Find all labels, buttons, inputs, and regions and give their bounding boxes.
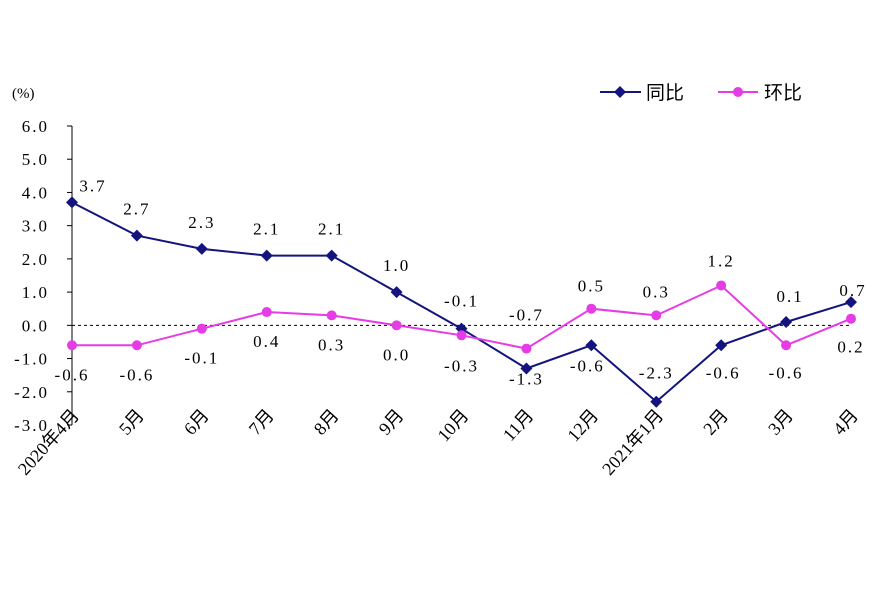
- x-tick-label: 3月: [764, 405, 797, 438]
- x-tick-label: 4月: [829, 405, 862, 438]
- mom-data-label: 0.3: [643, 282, 670, 301]
- mom-marker: [716, 280, 727, 291]
- mom-marker: [261, 307, 272, 318]
- mom-marker: [781, 340, 792, 351]
- yoy-data-label: 2.7: [123, 200, 150, 219]
- y-tick-label: -1.0: [14, 350, 49, 369]
- x-tick-label: 7月: [245, 405, 278, 438]
- yoy-marker: [390, 286, 403, 299]
- y-tick-label: 2.0: [22, 250, 49, 269]
- yoy-data-label: 1.0: [383, 256, 410, 275]
- legend-item-mom: 环比: [718, 82, 802, 104]
- legend-label-mom: 环比: [764, 82, 802, 104]
- circle-icon: [733, 87, 743, 97]
- mom-data-label: -0.6: [55, 365, 90, 384]
- mom-data-label: 0.3: [318, 335, 345, 354]
- mom-data-label: -0.1: [184, 349, 219, 368]
- mom-marker: [67, 340, 77, 351]
- y-axis-unit-label: (%): [12, 86, 35, 102]
- yoy-marker: [66, 196, 78, 209]
- y-tick-label: -3.0: [14, 416, 49, 435]
- yoy-marker: [520, 362, 533, 375]
- data-labels: 3.7 2.7 2.3 2.1 2.1 1.0 -0.1 -1.3 -0.6 -2.3 -0.6 0.…: [55, 176, 866, 389]
- yoy-marker: [845, 296, 857, 309]
- yoy-marker: [585, 339, 598, 352]
- x-tick-label: 10月: [434, 405, 473, 445]
- mom-data-label: -0.6: [769, 363, 804, 382]
- yoy-data-label: 2.1: [253, 220, 280, 239]
- mom-data-label: 0.5: [578, 277, 605, 296]
- mom-data-label: 1.2: [708, 251, 735, 270]
- y-tick-label: 1.0: [22, 283, 49, 302]
- y-tick-label: 6.0: [22, 117, 49, 136]
- yoy-data-label: -2.3: [639, 364, 674, 383]
- mom-marker: [131, 340, 142, 351]
- x-tick-label: 2月: [699, 405, 732, 438]
- y-tick-label: 5.0: [22, 150, 49, 169]
- y-tick-label: 4.0: [22, 183, 49, 202]
- legend-label-yoy: 同比: [646, 82, 684, 104]
- y-tick-label: -2.0: [14, 383, 49, 402]
- x-tick-label: 11月: [499, 405, 538, 445]
- yoy-data-label: -0.1: [444, 292, 479, 311]
- mom-marker: [456, 330, 467, 341]
- mom-series: [67, 280, 856, 354]
- mom-data-label: 0.0: [383, 345, 410, 364]
- yoy-marker: [715, 339, 728, 352]
- yoy-data-label: 0.1: [776, 287, 803, 306]
- yoy-marker: [195, 242, 208, 255]
- x-tick-label: 8月: [310, 405, 343, 438]
- mom-data-label: 0.4: [253, 332, 280, 351]
- yoy-marker: [780, 316, 793, 329]
- mom-data-label: -0.7: [509, 306, 544, 325]
- mom-data-label: -0.6: [119, 365, 154, 384]
- yoy-data-label: -0.6: [706, 363, 741, 382]
- x-tick-label: 9月: [375, 405, 408, 438]
- x-tick-label: 2021年1月: [598, 405, 667, 479]
- yoy-data-label: 2.1: [318, 220, 345, 239]
- mom-marker: [651, 310, 662, 321]
- mom-marker: [586, 303, 597, 314]
- y-tick-label: 0.0: [22, 316, 49, 335]
- yoy-marker: [650, 395, 663, 408]
- mom-data-label: -0.3: [444, 356, 479, 375]
- yoy-data-label: -0.6: [570, 356, 605, 375]
- yoy-data-label: 2.3: [188, 213, 215, 232]
- x-tick-label: 6月: [180, 405, 213, 438]
- yoy-data-label: 0.7: [839, 281, 866, 300]
- yoy-marker: [325, 249, 338, 262]
- yoy-marker: [130, 229, 143, 242]
- mom-data-label: 0.2: [837, 338, 864, 357]
- mom-marker: [326, 310, 337, 321]
- yoy-marker: [260, 249, 273, 262]
- diamond-icon: [614, 86, 626, 98]
- axes: 6.0 5.0 4.0 3.0 2.0 1.0 0.0 -1.0 -2.0 -3.0: [14, 117, 851, 435]
- x-tick-label: 5月: [115, 405, 148, 438]
- mom-marker: [521, 343, 532, 354]
- x-tick-label: 12月: [563, 405, 602, 445]
- mom-marker: [391, 320, 402, 331]
- legend-item-yoy: 同比: [600, 82, 684, 104]
- legend: 同比 环比: [600, 82, 802, 104]
- mom-marker: [846, 313, 856, 324]
- yoy-data-label: -1.3: [509, 370, 544, 389]
- mom-marker: [196, 323, 207, 334]
- yoy-data-label: 3.7: [79, 176, 106, 195]
- y-tick-label: 3.0: [22, 217, 49, 236]
